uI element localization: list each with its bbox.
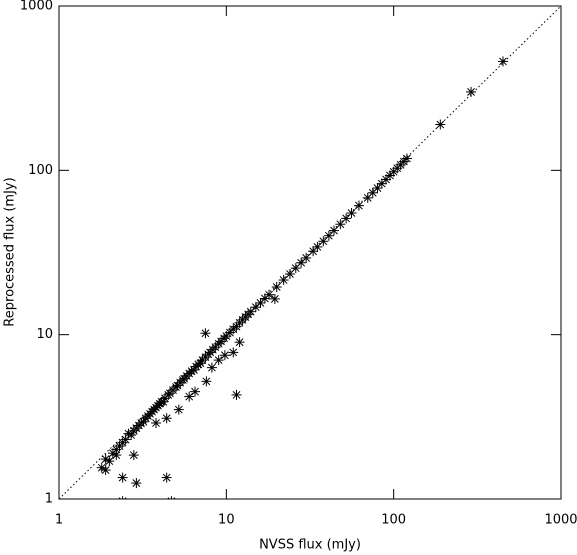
point-stroke [162, 414, 171, 423]
point [104, 456, 115, 467]
point [184, 391, 195, 402]
point-stroke [214, 356, 223, 365]
point-stroke [403, 154, 411, 163]
point [367, 187, 378, 198]
point-stroke [347, 209, 356, 217]
x-axis-label: NVSS flux (mJy) [259, 538, 361, 553]
point-stroke [330, 226, 338, 235]
point-stroke [270, 295, 279, 303]
point-stroke [499, 57, 507, 66]
point-stroke [235, 338, 244, 347]
one-to-one-line [58, 5, 562, 500]
point [128, 450, 139, 461]
point [118, 496, 127, 499]
point-stroke [302, 254, 311, 262]
point-stroke [202, 377, 211, 386]
point [151, 418, 162, 429]
point [401, 153, 412, 164]
point-stroke [101, 466, 110, 474]
point-stroke [162, 473, 171, 482]
point [301, 252, 312, 263]
point-stroke [174, 405, 183, 414]
point [117, 472, 128, 483]
x-tick-label: 1000 [544, 513, 577, 528]
point-stroke [265, 290, 273, 299]
point-stroke [272, 283, 281, 291]
point-stroke [101, 455, 110, 463]
point-stroke [167, 497, 170, 499]
point [264, 289, 275, 300]
point-stroke [132, 479, 141, 487]
point [353, 200, 364, 211]
point-stroke [232, 391, 241, 399]
point [466, 86, 477, 97]
point [497, 56, 508, 67]
point [278, 275, 289, 286]
point-stroke [220, 351, 229, 360]
point [201, 376, 212, 387]
y-tick-label: 10 [36, 327, 53, 342]
point [167, 496, 176, 499]
point [190, 386, 201, 397]
point [335, 219, 346, 230]
point-stroke [105, 457, 114, 466]
point [271, 282, 282, 293]
point [213, 355, 224, 366]
y-tick-label: 1 [45, 492, 53, 507]
point [131, 478, 142, 489]
point [200, 328, 211, 339]
point-stroke [118, 473, 127, 482]
x-tick-label: 10 [218, 513, 235, 528]
point [234, 337, 245, 348]
point-stroke [185, 392, 194, 401]
point [228, 347, 239, 358]
x-tick-label: 100 [381, 513, 406, 528]
point-stroke [124, 497, 127, 499]
point-stroke [152, 419, 160, 427]
point [219, 350, 230, 361]
point-stroke [112, 451, 121, 459]
point [206, 362, 217, 373]
point-stroke [97, 463, 106, 472]
point-stroke [229, 348, 238, 357]
point-stroke [436, 120, 445, 129]
y-axis-label: Reprocessed flux (mJy) [3, 177, 18, 326]
point-stroke [208, 363, 216, 372]
point-stroke [355, 201, 363, 210]
point [111, 450, 122, 461]
point [269, 293, 280, 304]
point-stroke [467, 88, 475, 96]
point [231, 389, 242, 400]
point [435, 119, 446, 130]
point-stroke [172, 497, 176, 499]
points [96, 56, 508, 499]
y-tick-label: 100 [28, 163, 53, 178]
point [329, 225, 340, 236]
plot-frame [58, 5, 562, 500]
x-tick-label: 1 [55, 513, 63, 528]
point-stroke [191, 387, 199, 396]
point [100, 465, 111, 476]
point [173, 404, 184, 415]
point [323, 230, 334, 241]
point-stroke [118, 497, 122, 499]
point [161, 472, 172, 483]
point-stroke [279, 276, 288, 284]
point-stroke [129, 451, 138, 459]
point [346, 208, 357, 219]
y-tick-label: 1000 [20, 0, 53, 14]
point [161, 413, 172, 424]
point-stroke [201, 329, 210, 338]
